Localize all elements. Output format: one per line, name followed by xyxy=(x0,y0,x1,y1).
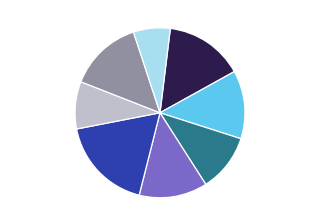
Wedge shape xyxy=(139,113,206,198)
Wedge shape xyxy=(75,82,160,129)
Wedge shape xyxy=(160,28,234,113)
Wedge shape xyxy=(160,72,245,139)
Wedge shape xyxy=(76,113,160,195)
Wedge shape xyxy=(160,113,241,184)
Wedge shape xyxy=(81,32,160,113)
Wedge shape xyxy=(133,28,170,113)
